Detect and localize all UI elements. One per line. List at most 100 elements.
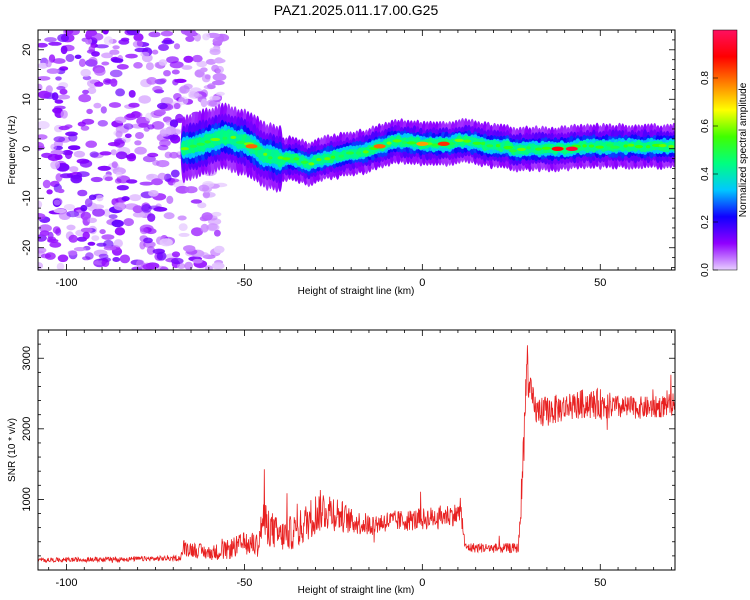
noise-cell bbox=[103, 208, 111, 217]
noise-cell bbox=[175, 113, 184, 123]
ridge-cell bbox=[362, 150, 369, 154]
noise-cell bbox=[51, 92, 59, 101]
noise-cell bbox=[102, 30, 109, 35]
noise-cell bbox=[94, 67, 106, 76]
noise-cell bbox=[90, 204, 105, 210]
noise-cell bbox=[101, 259, 110, 267]
noise-cell bbox=[108, 102, 122, 108]
noise-cell bbox=[54, 105, 66, 110]
noise-cell bbox=[153, 109, 166, 116]
noise-cell bbox=[114, 178, 122, 184]
noise-cell bbox=[109, 69, 123, 78]
noise-cell bbox=[143, 237, 153, 244]
noise-cell bbox=[88, 194, 97, 201]
ridge-cell bbox=[668, 144, 675, 149]
noise-cell bbox=[38, 42, 48, 48]
noise-cell bbox=[66, 224, 76, 231]
noise-cell bbox=[74, 54, 82, 59]
noise-cell bbox=[38, 247, 47, 254]
ridge-cell bbox=[535, 147, 542, 151]
noise-cell bbox=[47, 153, 61, 162]
ridge-peak bbox=[551, 146, 564, 151]
noise-cell bbox=[134, 140, 142, 146]
noise-cell bbox=[89, 151, 99, 158]
noise-cell bbox=[171, 69, 180, 75]
ridge-peak bbox=[373, 144, 386, 149]
noise-cell bbox=[159, 127, 172, 137]
noise-cell bbox=[201, 212, 213, 221]
noise-cell bbox=[80, 125, 90, 131]
ridge-cell bbox=[338, 154, 345, 158]
noise-cell bbox=[79, 159, 93, 168]
colorbar-tick-label: 0.6 bbox=[700, 119, 711, 133]
snr-series-line bbox=[38, 345, 675, 564]
noise-cell bbox=[80, 68, 91, 77]
noise-cell bbox=[115, 171, 123, 178]
ridge-cell bbox=[189, 144, 198, 148]
noise-cell bbox=[69, 166, 79, 173]
noise-cell bbox=[126, 113, 136, 118]
noise-cell bbox=[151, 121, 165, 130]
noise-cell bbox=[91, 51, 100, 57]
noise-cell bbox=[55, 173, 63, 182]
x-tick-label: -100 bbox=[55, 577, 77, 589]
ridge-cell bbox=[300, 160, 309, 164]
ridge-cell bbox=[277, 156, 284, 160]
noise-cell bbox=[99, 229, 106, 235]
noise-cell bbox=[159, 266, 169, 270]
noise-cell bbox=[207, 83, 216, 90]
noise-cell bbox=[103, 246, 117, 251]
ridge-cell bbox=[646, 145, 651, 149]
noise-cell bbox=[152, 159, 160, 166]
noise-cell bbox=[192, 54, 203, 63]
noise-cell bbox=[111, 161, 118, 169]
noise-cell bbox=[197, 202, 207, 209]
noise-cell bbox=[211, 262, 225, 270]
noise-cell bbox=[142, 263, 155, 270]
noise-cell bbox=[138, 95, 151, 104]
noise-cell bbox=[183, 55, 194, 63]
noise-cell bbox=[85, 140, 97, 148]
noise-cell bbox=[158, 59, 168, 66]
noise-cell bbox=[64, 150, 73, 160]
noise-cell bbox=[146, 77, 158, 85]
noise-cell bbox=[190, 199, 203, 204]
ridge-cell bbox=[658, 144, 667, 148]
noise-cell bbox=[50, 160, 60, 170]
snr-x-ticks: -100 -50 0 50 bbox=[48, 330, 672, 589]
noise-cell bbox=[147, 124, 155, 130]
noise-cell bbox=[123, 123, 134, 130]
noise-cell bbox=[73, 150, 86, 158]
noise-cell bbox=[158, 44, 169, 51]
noise-cell bbox=[136, 40, 143, 47]
ridge-cell bbox=[606, 143, 614, 147]
noise-cell bbox=[112, 45, 120, 50]
noise-cell bbox=[134, 146, 147, 155]
noise-cell bbox=[38, 62, 49, 69]
noise-cell bbox=[113, 202, 127, 211]
spectrogram-y-axis-label: Frequency (Hz) bbox=[7, 116, 18, 185]
noise-cell bbox=[156, 251, 167, 261]
ridge-cell bbox=[316, 158, 322, 162]
noise-cell bbox=[171, 251, 181, 258]
noise-cell bbox=[39, 230, 50, 237]
noise-cell bbox=[101, 61, 110, 66]
noise-cell bbox=[166, 56, 179, 64]
noise-cell bbox=[188, 91, 200, 98]
y-tick-label: -10 bbox=[21, 190, 33, 206]
ridge-cell bbox=[222, 136, 228, 140]
noise-cell bbox=[101, 234, 115, 240]
noise-cell bbox=[56, 68, 66, 75]
noise-cell bbox=[108, 214, 118, 220]
noise-cell bbox=[126, 179, 138, 184]
noise-cell bbox=[57, 33, 69, 43]
noise-cell bbox=[159, 78, 167, 83]
colorbar-tick-label: 0.8 bbox=[700, 71, 711, 85]
ridge-cell bbox=[196, 142, 206, 146]
noise-cell bbox=[113, 239, 123, 248]
x-tick-label: 50 bbox=[594, 277, 606, 289]
noise-cell bbox=[132, 212, 146, 218]
noise-cell bbox=[125, 154, 136, 160]
noise-cell bbox=[78, 94, 92, 103]
ridge-cell bbox=[463, 139, 472, 143]
